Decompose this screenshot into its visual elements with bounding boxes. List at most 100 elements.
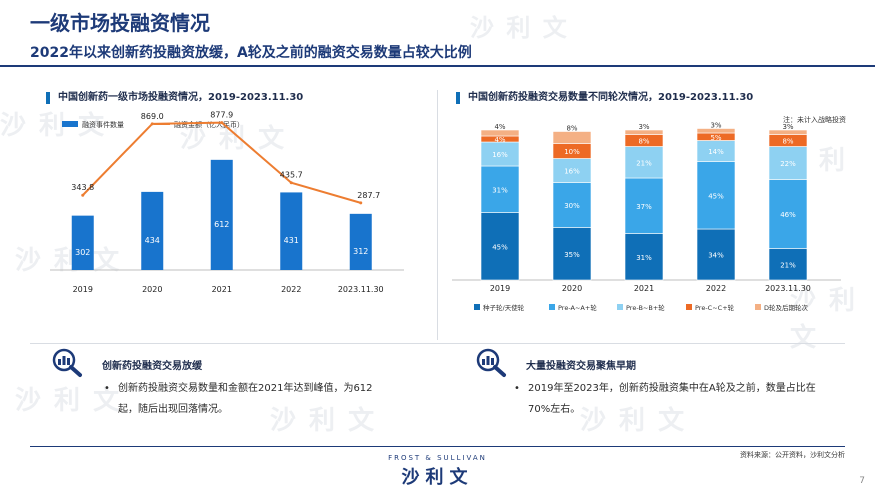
x-tick-label: 2019	[490, 284, 510, 293]
stacked-bar-segment	[768, 179, 808, 249]
bar-value-label: 431	[284, 236, 299, 245]
magnifier-chart-icon	[476, 348, 506, 377]
stacked-bar-segment	[768, 146, 808, 180]
chart-divider	[437, 90, 438, 340]
bar	[280, 192, 303, 270]
chart-note: 注：未计入战略投资	[783, 115, 846, 124]
segment-value-label: 3%	[638, 123, 649, 131]
line-point	[81, 193, 85, 197]
segment-value-label: 8%	[782, 138, 793, 146]
segment-value-label: 16%	[564, 168, 580, 176]
legend-label: Pre-B~B+轮	[626, 303, 665, 312]
segment-value-label: 4%	[494, 123, 505, 131]
chart-title-rounds: 中国创新药投融资交易数量不同轮次情况，2019-2023.11.30	[456, 92, 753, 104]
x-tick-label: 2019	[73, 285, 93, 294]
rounds-chart: 注：未计入战略投资 45% 31% 16% 4% 4% 2019 35% 30% 16% 10% 8%…	[452, 115, 846, 312]
x-tick-label: 2023.11.30	[338, 285, 384, 294]
magnifier-chart-icon	[52, 348, 82, 377]
segment-value-label: 37%	[636, 203, 652, 211]
legend-label-line: 融资金额（亿人民币）	[174, 120, 244, 129]
x-tick-label: 2020	[562, 284, 582, 293]
funding-chart: 融资事件数量 融资金额（亿人民币） 302 2019 434 2020 612 2021 431…	[50, 111, 404, 294]
segment-value-label: 30%	[564, 202, 580, 210]
segment-value-label: 14%	[708, 148, 724, 156]
line-point	[289, 181, 293, 185]
page-subtitle: 2022年以来创新药投融资放缓，A轮及之前的融资交易数量占较大比例	[30, 45, 472, 61]
legend-swatch-bars	[62, 121, 78, 127]
legend-label: Pre-A~A+轮	[558, 303, 597, 312]
stacked-bar-segment	[768, 129, 808, 135]
segment-value-label: 8%	[566, 125, 577, 133]
legend-swatch	[617, 304, 623, 310]
bar	[71, 215, 94, 270]
line-point	[220, 121, 224, 125]
stacked-bar-segment	[552, 227, 592, 281]
stacked-bar-segment	[552, 131, 592, 144]
segment-value-label: 5%	[710, 134, 721, 142]
bar-value-label: 302	[75, 248, 90, 257]
x-tick-label: 2021	[634, 284, 654, 293]
chart-title-funding: 中国创新药一级市场投融资情况，2019-2023.11.30	[46, 92, 303, 104]
segment-value-label: 22%	[780, 160, 796, 168]
stacked-bar-segment	[480, 165, 520, 213]
segment-value-label: 31%	[636, 254, 652, 262]
x-tick-label: 2020	[142, 285, 162, 294]
line-value-label: 343.8	[71, 183, 94, 192]
stacked-bar-segment	[696, 128, 736, 134]
stacked-bar-segment	[696, 228, 736, 281]
line-point	[359, 201, 363, 205]
stacked-bar-segment	[480, 212, 520, 281]
panel-heading-right: 大量投融资交易聚焦早期	[526, 361, 636, 372]
legend-swatch	[686, 304, 692, 310]
legend-label: 种子轮/天使轮	[483, 303, 525, 312]
source-note: 资料来源：公开资料，沙利文分析	[740, 451, 845, 459]
bar	[141, 191, 164, 270]
x-tick-label: 2022	[706, 284, 726, 293]
legend-swatch	[549, 304, 555, 310]
bar-value-label: 612	[214, 220, 229, 229]
segment-value-label: 46%	[780, 211, 796, 219]
line-value-label: 435.7	[280, 171, 303, 180]
stacked-bar-segment	[552, 182, 592, 228]
segment-value-label: 4%	[494, 136, 505, 144]
logo-english: FROST & SULLIVAN	[388, 454, 487, 462]
segment-value-label: 10%	[564, 148, 580, 156]
bar	[210, 159, 233, 270]
segment-value-label: 3%	[782, 123, 793, 131]
stacked-bar-segment	[480, 129, 520, 137]
segment-value-label: 31%	[492, 186, 508, 194]
segment-value-label: 16%	[492, 151, 508, 159]
segment-value-label: 35%	[564, 251, 580, 259]
bar	[349, 213, 372, 270]
x-tick-label: 2022	[281, 285, 301, 294]
segment-value-label: 45%	[708, 192, 724, 200]
panel-body-right: 2019年至2023年，创新药投融资集中在A轮及之前，数量占比在70%左右。	[514, 378, 818, 420]
stacked-bar-segment	[624, 146, 664, 179]
segment-value-label: 45%	[492, 243, 508, 251]
bar-value-label: 434	[145, 236, 160, 245]
panel-body-left: 创新药投融资交易数量和金额在2021年达到峰值，为612起，随后出现回落情况。	[104, 378, 388, 420]
x-tick-label: 2023.11.30	[765, 284, 811, 293]
legend-label-bars: 融资事件数量	[82, 120, 124, 129]
stacked-bar-segment	[696, 161, 736, 230]
bar-value-label: 312	[353, 247, 368, 256]
watermark: 沙 利 文	[470, 13, 569, 42]
segment-value-label: 8%	[638, 138, 649, 146]
line-value-label: 877.9	[210, 111, 233, 120]
footer-divider	[30, 446, 845, 447]
stacked-bar-segment	[624, 129, 664, 135]
legend-label: Pre-C~C+轮	[695, 303, 735, 312]
logo-chinese: 沙利文	[401, 467, 474, 488]
header-divider	[0, 65, 875, 67]
segment-value-label: 3%	[710, 122, 721, 130]
panel-heading-left: 创新药投融资交易放缓	[102, 361, 202, 372]
page-number: 7	[859, 476, 865, 486]
stacked-bar-segment	[624, 177, 664, 234]
legend-swatch	[755, 304, 761, 310]
legend-label: D轮及后期轮次	[764, 303, 809, 312]
segment-value-label: 34%	[708, 252, 724, 260]
page-title: 一级市场投融资情况	[30, 11, 210, 35]
line-point	[150, 122, 154, 126]
line-value-label: 287.7	[357, 191, 380, 200]
section-divider	[30, 343, 845, 344]
